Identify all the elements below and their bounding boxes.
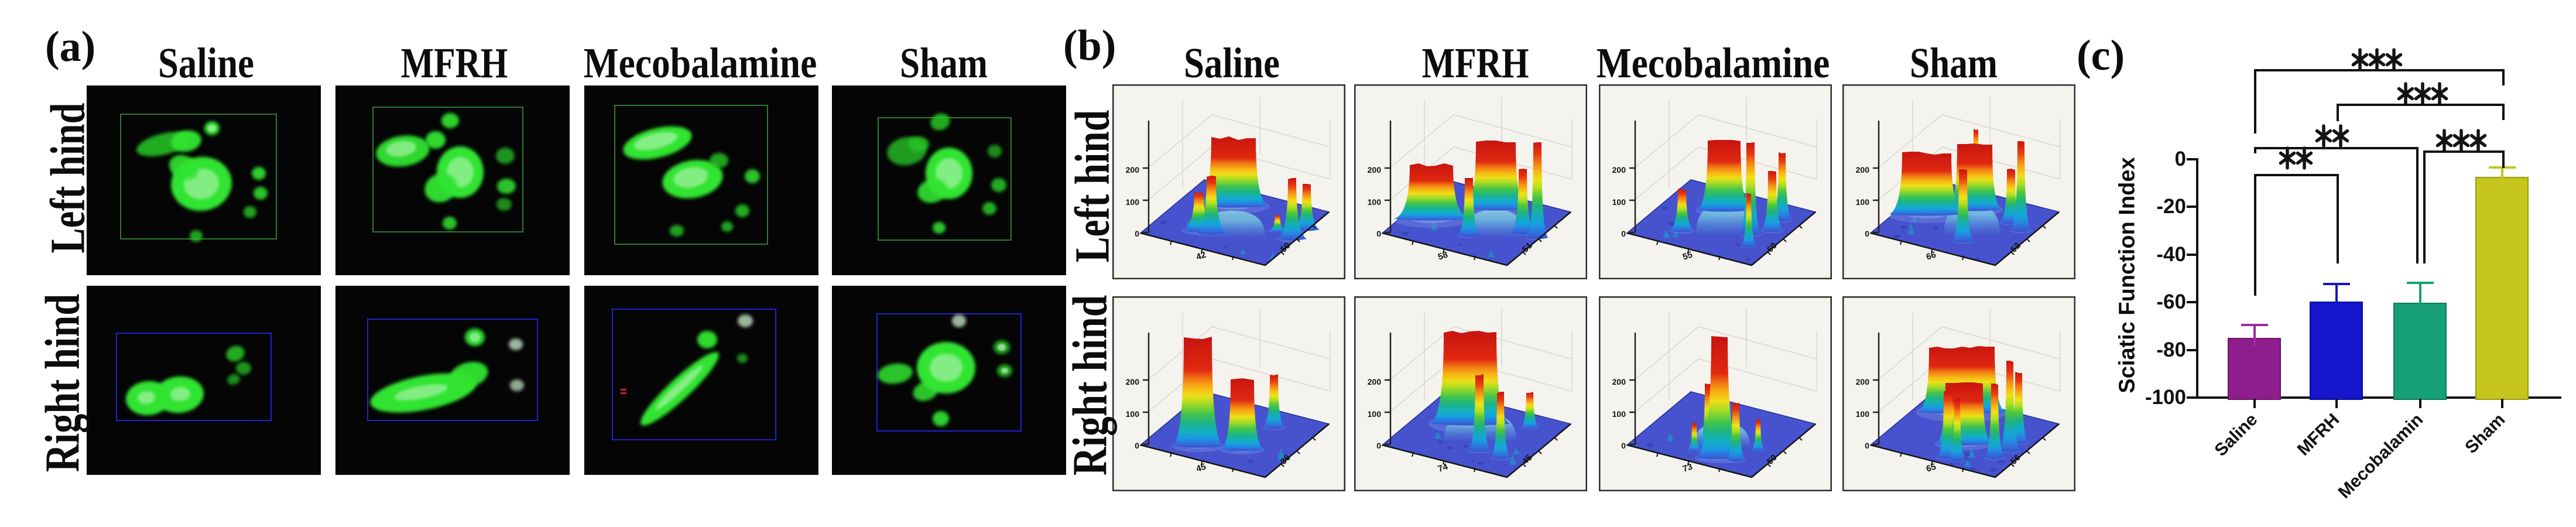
svg-text:66: 66 <box>1925 249 1937 262</box>
svg-text:0: 0 <box>1865 441 1869 450</box>
svg-text:0: 0 <box>1621 229 1626 238</box>
svg-text:0: 0 <box>1135 229 1139 238</box>
svg-text:200: 200 <box>1368 165 1382 174</box>
svg-text:100: 100 <box>1368 409 1382 419</box>
svg-text:100: 100 <box>1612 409 1626 419</box>
svg-text:200: 200 <box>1856 377 1870 386</box>
svg-text:200: 200 <box>1368 377 1382 386</box>
svg-text:100: 100 <box>1126 409 1140 419</box>
svg-text:100: 100 <box>1368 197 1382 207</box>
svg-text:0: 0 <box>1621 441 1626 450</box>
svg-text:100: 100 <box>1856 197 1870 207</box>
svg-text:0: 0 <box>1865 229 1869 238</box>
svg-text:200: 200 <box>1126 377 1140 386</box>
svg-text:0: 0 <box>1376 441 1381 450</box>
svg-text:42: 42 <box>1195 249 1207 262</box>
svg-text:45: 45 <box>1195 461 1207 474</box>
svg-text:200: 200 <box>1856 165 1870 174</box>
svg-text:55: 55 <box>1681 249 1694 262</box>
svg-text:0: 0 <box>1135 441 1139 450</box>
svg-text:100: 100 <box>1612 197 1626 207</box>
svg-text:100: 100 <box>1856 409 1870 419</box>
svg-text:200: 200 <box>1126 165 1140 174</box>
svg-text:73: 73 <box>1681 461 1694 474</box>
svg-text:200: 200 <box>1612 377 1626 386</box>
svg-text:200: 200 <box>1612 165 1626 174</box>
svg-text:58: 58 <box>1437 249 1449 262</box>
svg-text:74: 74 <box>1437 461 1450 474</box>
svg-text:65: 65 <box>1925 461 1937 474</box>
svg-text:100: 100 <box>1126 197 1140 207</box>
svg-text:0: 0 <box>1376 229 1381 238</box>
